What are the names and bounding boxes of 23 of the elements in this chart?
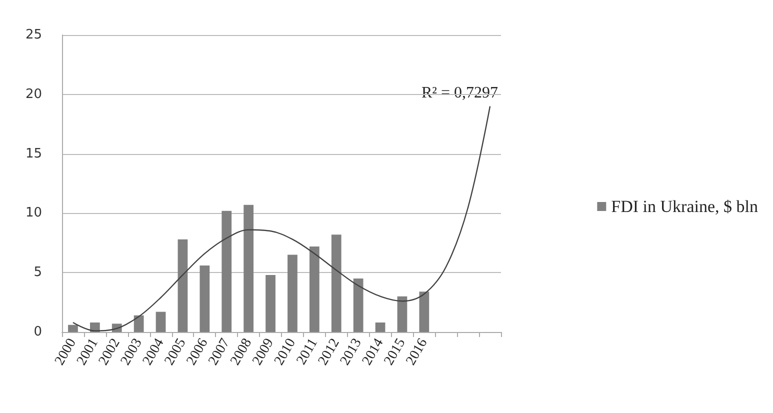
y-tick-label: 20 [25,86,42,102]
bar [353,278,364,332]
bar [288,254,298,332]
bar [419,292,430,332]
bar [178,239,188,332]
bar [375,322,386,332]
y-tick-label: 25 [25,28,42,42]
bar [331,234,342,332]
y-tick-label: 0 [34,324,42,340]
bar [309,246,320,332]
bar [200,265,210,332]
bar [68,324,78,332]
bar [134,315,144,332]
legend-label: FDI in Ukraine, $ bln [611,197,758,216]
line-series [72,106,491,332]
bar [222,210,232,332]
bar [266,274,276,332]
y-tick-label: 5 [34,265,42,280]
bar [156,312,166,332]
y-tick-label: 10 [25,206,42,221]
bar [397,296,408,332]
y-tick-label: 15 [25,146,42,162]
bar [244,204,254,332]
